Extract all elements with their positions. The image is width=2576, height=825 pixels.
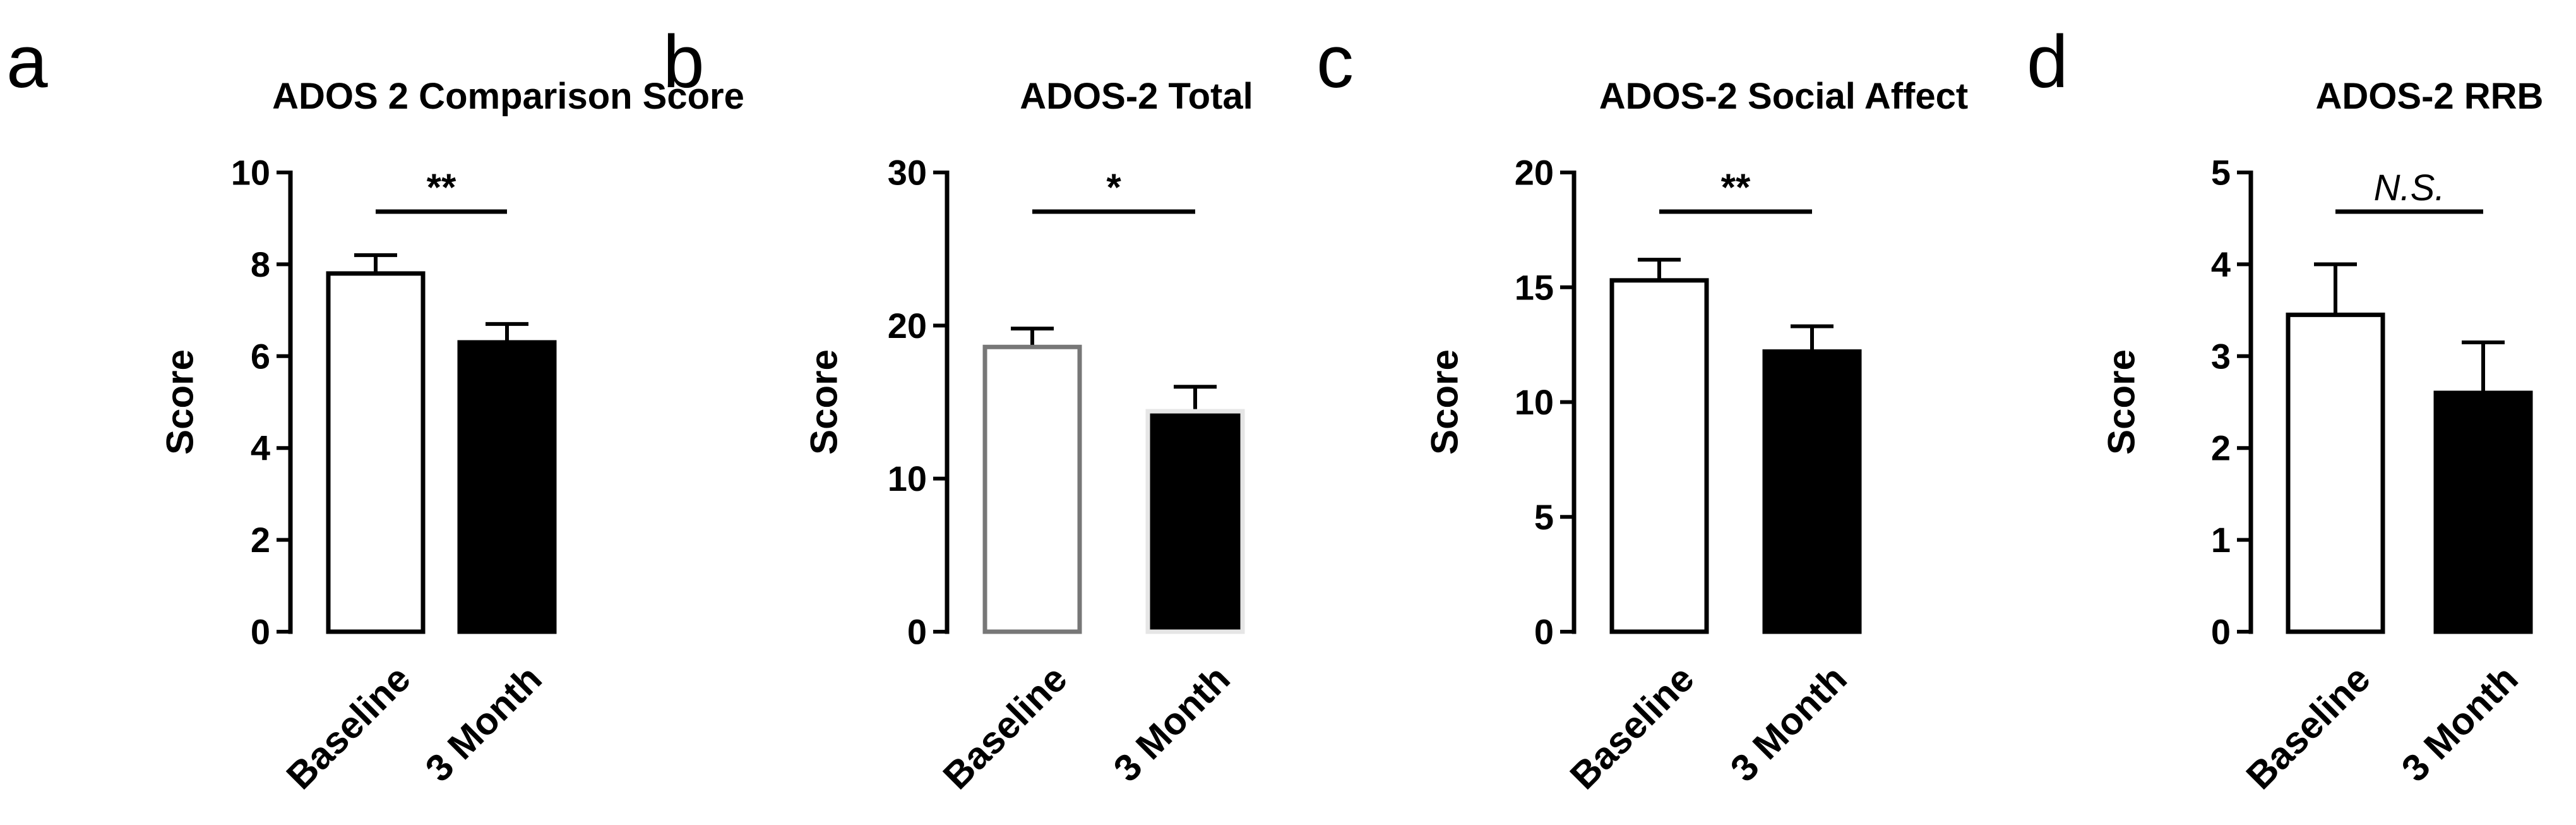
panel-c: c ADOS-2 Social Affect Score 0 5 10 15 20 Baseli… — [1316, 20, 1968, 797]
y-axis-label: Score — [2101, 349, 2143, 455]
y-tick-label: 3 — [2211, 336, 2231, 376]
bar-baseline — [2286, 312, 2385, 634]
y-tick-label: 1 — [2211, 520, 2231, 560]
panel-b: b ADOS-2 Total Score 0 10 20 30 Baseline 3 Month… — [663, 20, 1253, 797]
y-tick-label: 4 — [251, 428, 270, 468]
y-tick-label: 10 — [1515, 382, 1554, 422]
panel-letter-d: d — [2027, 20, 2068, 104]
x-tick-label: Baseline — [2238, 657, 2378, 797]
bar-3-month — [457, 340, 557, 634]
panel-letter-a: a — [6, 20, 48, 104]
bar-3-month — [1762, 349, 1862, 634]
chart-title: ADOS 2 Comparison Score — [272, 76, 744, 117]
y-tick-label: 30 — [888, 153, 927, 193]
panel-letter-b: b — [663, 20, 705, 104]
significance-label: ** — [1721, 166, 1751, 208]
y-axis-label: Score — [1424, 349, 1466, 455]
x-tick-label: 3 Month — [2394, 657, 2526, 790]
chart-title: ADOS-2 RRB — [2316, 76, 2544, 117]
y-tick-label: 10 — [888, 459, 927, 498]
panel-d: d ADOS-2 RRB Score 0 1 2 3 4 5 Baseline 3 Month N.S… — [2027, 20, 2543, 797]
y-tick-label: 10 — [231, 153, 270, 193]
y-tick-label: 8 — [251, 244, 270, 284]
x-tick-label: 3 Month — [417, 657, 550, 790]
y-tick-label: 2 — [2211, 428, 2231, 468]
y-tick-label: 6 — [251, 336, 270, 376]
y-tick-label: 0 — [2211, 612, 2231, 652]
y-tick-label: 20 — [1515, 153, 1554, 193]
x-tick-label: Baseline — [935, 657, 1075, 797]
y-axis-label: Score — [803, 349, 845, 455]
y-tick-label: 5 — [1534, 497, 1554, 537]
y-tick-label: 0 — [907, 612, 927, 652]
chart-title: ADOS-2 Total — [1020, 76, 1253, 117]
significance-label: N.S. — [2374, 167, 2445, 208]
panel-letter-c: c — [1316, 20, 1354, 104]
chart-title: ADOS-2 Social Affect — [1599, 76, 1968, 117]
x-tick-label: 3 Month — [1106, 657, 1238, 790]
bar-3-month — [2433, 390, 2533, 634]
bar-baseline — [326, 271, 426, 634]
bar-3-month — [1145, 409, 1245, 634]
significance-label: ** — [427, 166, 456, 208]
y-tick-label: 2 — [251, 520, 270, 560]
y-tick-label: 0 — [1534, 612, 1554, 652]
bar-baseline — [982, 344, 1082, 634]
y-tick-label: 15 — [1515, 267, 1554, 307]
bar-baseline — [1609, 278, 1709, 634]
x-tick-label: Baseline — [278, 657, 419, 797]
y-tick-label: 20 — [888, 306, 927, 346]
y-tick-label: 0 — [251, 612, 270, 652]
y-tick-label: 4 — [2211, 244, 2231, 284]
significance-label: * — [1106, 166, 1121, 208]
y-axis-label: Score — [159, 349, 201, 455]
y-tick-label: 5 — [2211, 153, 2231, 193]
x-tick-label: Baseline — [1562, 657, 1702, 797]
panel-a: a ADOS 2 Comparison Score Score 0 2 4 6 8 10 Base… — [6, 20, 744, 797]
x-tick-label: 3 Month — [1722, 657, 1855, 790]
